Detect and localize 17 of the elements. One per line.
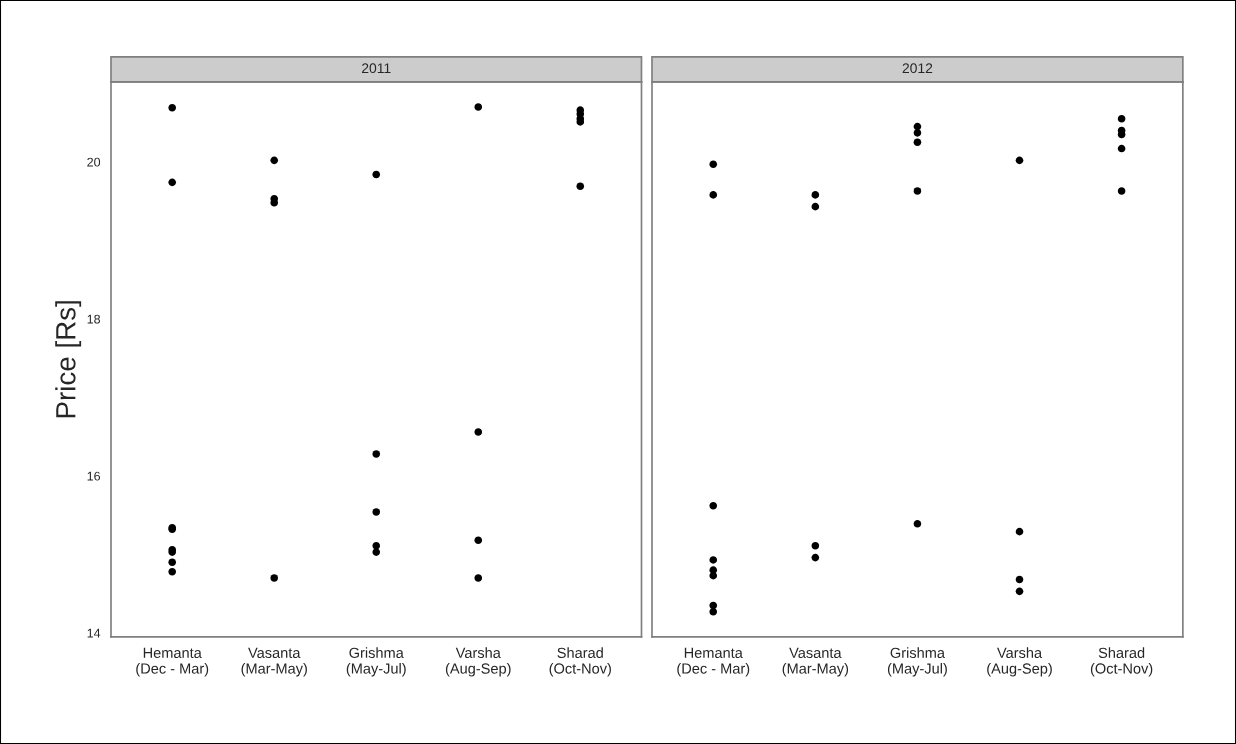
y-axis-title: Price [Rs] xyxy=(55,301,82,418)
x-tick-label: Varsha (Aug-Sep) xyxy=(445,647,511,677)
y-tick-label: 20 xyxy=(87,157,101,167)
x-tick-label: Varsha (Aug-Sep) xyxy=(987,647,1052,677)
x-tick-label: Sharad (Oct-Nov) xyxy=(1090,647,1153,677)
x-tick-label: Hemanta (Dec - Mar) xyxy=(677,647,750,677)
y-tick-label: 18 xyxy=(87,314,101,324)
x-tick-label: Sharad (Oct-Nov) xyxy=(549,647,611,677)
chart-title: 2012 xyxy=(902,63,933,74)
x-tick-label: Vasanta (Mar-May) xyxy=(241,647,307,677)
y-tick-label: 14 xyxy=(87,628,101,638)
chart-title: 2011 xyxy=(362,63,391,74)
x-tick-label: Grishma (May-Jul) xyxy=(887,647,947,677)
x-tick-label: Hemanta (Dec - Mar) xyxy=(136,647,209,677)
y-tick-label: 16 xyxy=(87,471,101,481)
x-tick-label: Grishma (May-Jul) xyxy=(346,647,406,677)
x-tick-label: Vasanta (Mar-May) xyxy=(782,647,849,677)
